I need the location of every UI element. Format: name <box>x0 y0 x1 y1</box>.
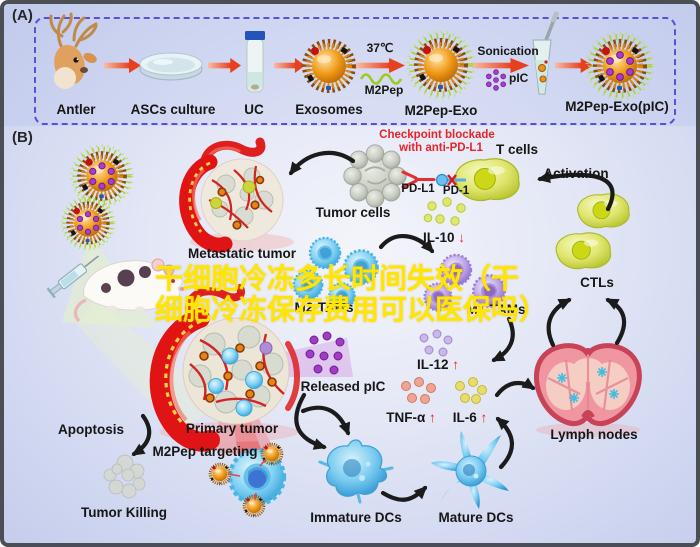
m2pep-exo-icon <box>408 32 474 98</box>
immature-dc-icon <box>318 439 394 504</box>
flow-arrow <box>555 58 593 73</box>
panel-a-art <box>49 11 653 99</box>
primary-tumor-icon <box>149 284 300 452</box>
flow-arrow <box>208 58 241 73</box>
injection-beam <box>76 298 216 436</box>
pic-cluster-icon <box>485 69 507 91</box>
deer-antler-icon <box>49 12 98 89</box>
arrow-to-lymph <box>494 377 536 398</box>
arrow-lymph-to-ctl <box>546 297 572 348</box>
panel-b-art <box>46 137 642 518</box>
metastatic-tumor-icon <box>179 137 294 253</box>
arrow-mature-up <box>495 416 514 470</box>
m2pep-exo-pic-icon <box>587 33 653 99</box>
petri-dish-icon <box>139 52 203 81</box>
arrow-apoptosis <box>131 413 152 457</box>
sonication-tube-icon <box>532 11 560 95</box>
flow-arrow <box>356 58 405 73</box>
arrow-pic-to-immdc <box>294 392 327 450</box>
figure-art <box>46 11 700 518</box>
lymph-nodes-icon <box>534 343 642 437</box>
arrow-imm-to-mature <box>380 485 428 502</box>
arrow-m1-down <box>491 316 515 363</box>
panel-a-dashed-box <box>34 17 676 125</box>
exosome-icon <box>306 43 352 90</box>
ctl-cell-icon <box>577 193 630 229</box>
il10-dots <box>423 197 466 226</box>
il12-dots <box>419 329 453 357</box>
exosome-particle-icon <box>72 146 133 207</box>
mature-dc-icon <box>431 431 509 509</box>
arrow-tumorcells-to-metastatic <box>288 150 356 176</box>
pd-complex-icon <box>401 170 466 189</box>
tnf-dots <box>401 377 436 404</box>
uc-tube-icon <box>245 31 265 93</box>
m2pep-squiggle-icon <box>359 73 403 85</box>
flow-arrow <box>274 58 305 73</box>
watermark-line2: 细胞冷冻保存费用可以医保吗） <box>154 293 548 326</box>
il6-dots <box>455 377 487 404</box>
tumor-cell-icon <box>342 143 408 209</box>
flow-arrow <box>472 58 529 73</box>
m2pep-targeting-cell-icon <box>208 442 284 518</box>
arrow-tumor-to-immdc <box>300 405 351 436</box>
ctl-cell-icon <box>555 232 612 270</box>
mouse-icon <box>73 258 185 323</box>
arrow-activation <box>537 171 615 212</box>
exosome-particle-icon <box>62 197 115 250</box>
watermark-line1: 干细胞冷冻多长时间失效（干 <box>154 262 520 295</box>
dc-in-lymph-icon <box>557 367 619 403</box>
arrow-m2-to-m1 <box>378 233 435 254</box>
flow-arrow <box>104 58 141 73</box>
arrow-lymph-to-ctl <box>605 297 627 346</box>
syringe-icon <box>46 255 99 299</box>
dead-tumor-cell-icon <box>103 454 146 499</box>
released-pic-dots <box>305 331 345 375</box>
flow-arrows <box>131 150 627 502</box>
